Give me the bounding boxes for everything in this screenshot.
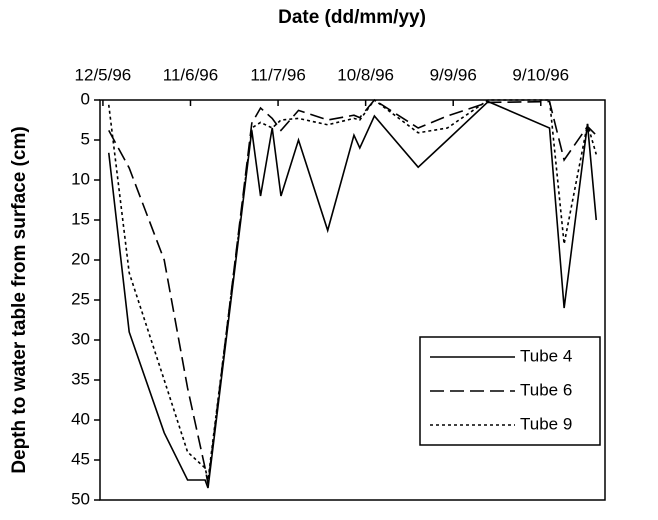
legend-label: Tube 4 (520, 346, 572, 365)
y-tick-label: 20 (71, 249, 90, 268)
series-line (107, 100, 598, 489)
y-tick-label: 35 (71, 369, 90, 388)
y-tick-label: 50 (71, 489, 90, 508)
y-tick-label: 10 (71, 169, 90, 188)
y-tick-label: 40 (71, 409, 90, 428)
y-tick-label: 0 (81, 89, 90, 108)
x-tick-label: 11/7/96 (250, 65, 305, 84)
y-tick-label: 25 (71, 289, 90, 308)
x-axis-title: Date (dd/mm/yy) (278, 7, 426, 28)
x-tick-label: 9/10/96 (512, 65, 569, 84)
y-tick-label: 15 (71, 209, 90, 228)
y-tick-label: 45 (71, 449, 90, 468)
legend-label: Tube 9 (520, 414, 572, 433)
y-tick-label: 30 (71, 329, 90, 348)
series-line (107, 98, 598, 481)
x-tick-label: 11/6/96 (163, 65, 218, 84)
legend-label: Tube 6 (520, 380, 572, 399)
y-tick-label: 5 (81, 129, 90, 148)
series-line (108, 98, 597, 485)
y-axis-title: Depth to water table from surface (cm) (9, 126, 30, 473)
x-tick-label: 9/9/96 (430, 65, 477, 84)
x-tick-label: 10/8/96 (337, 65, 394, 84)
x-tick-label: 12/5/96 (75, 65, 132, 84)
